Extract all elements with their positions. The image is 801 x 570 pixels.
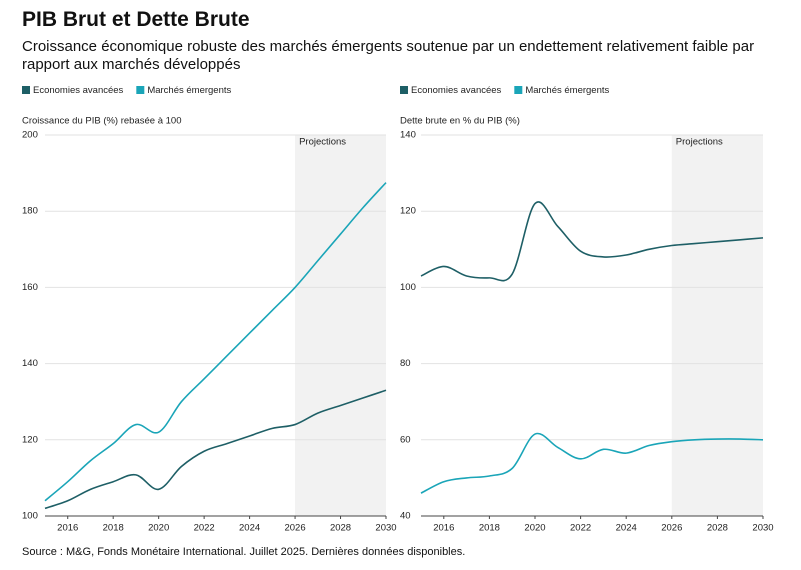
legend-label: Marchés émergents [525, 85, 609, 96]
x-tick-label: 2018 [479, 523, 500, 534]
line-series [420, 432, 764, 494]
y-tick-label: 180 [22, 206, 38, 217]
y-tick-label: 160 [22, 282, 38, 293]
legend-label: Economies avancées [33, 85, 124, 96]
x-tick-label: 2028 [707, 523, 728, 534]
legend-swatch [514, 86, 523, 94]
x-tick-label: 2022 [570, 523, 591, 534]
y-tick-label: 200 [22, 130, 38, 141]
projection-label: Projections [676, 137, 723, 148]
x-tick-label: 2030 [752, 523, 773, 534]
y-axis-label: Dette brute en % du PIB (%) [400, 116, 520, 127]
x-tick-label: 2018 [103, 523, 124, 534]
legend-label: Marchés émergents [147, 85, 231, 96]
legend-swatch [400, 86, 408, 94]
x-tick-label: 2020 [148, 523, 169, 534]
y-tick-label: 60 [400, 434, 411, 445]
x-tick-label: 2028 [330, 523, 351, 534]
y-tick-label: 100 [400, 282, 416, 293]
x-tick-label: 2016 [57, 523, 78, 534]
y-tick-label: 120 [400, 206, 416, 217]
line-series [420, 201, 764, 282]
line-series [44, 182, 387, 502]
x-tick-label: 2026 [284, 523, 305, 534]
legend-swatch [136, 86, 145, 94]
x-tick-label: 2020 [524, 523, 545, 534]
x-tick-label: 2026 [661, 523, 682, 534]
y-tick-label: 140 [22, 358, 38, 369]
source-note: Source : M&G, Fonds Monétaire Internatio… [22, 546, 466, 558]
projection-label: Projections [299, 137, 346, 148]
legend-swatch [22, 86, 30, 94]
x-tick-label: 2016 [433, 523, 454, 534]
projection-band [295, 135, 386, 516]
y-tick-label: 80 [400, 358, 411, 369]
charts: Economies avancées Marchés émergents Crois… [22, 85, 774, 534]
page-title: PIB Brut et Dette Brute [22, 8, 250, 31]
x-tick-label: 2024 [616, 523, 637, 534]
y-tick-label: 100 [22, 511, 38, 522]
x-tick-label: 2030 [375, 523, 396, 534]
x-tick-label: 2022 [194, 523, 215, 534]
y-axis-label: Croissance du PIB (%) rebasée à 100 [22, 116, 181, 127]
line-series [44, 389, 387, 510]
y-tick-label: 140 [400, 130, 416, 141]
x-tick-label: 2024 [239, 523, 260, 534]
page-subtitle: Croissance économique robuste des marché… [22, 38, 755, 73]
y-tick-label: 40 [400, 511, 411, 522]
legend-label: Economies avancées [411, 85, 502, 96]
y-tick-label: 120 [22, 434, 38, 445]
projection-band [671, 135, 763, 516]
